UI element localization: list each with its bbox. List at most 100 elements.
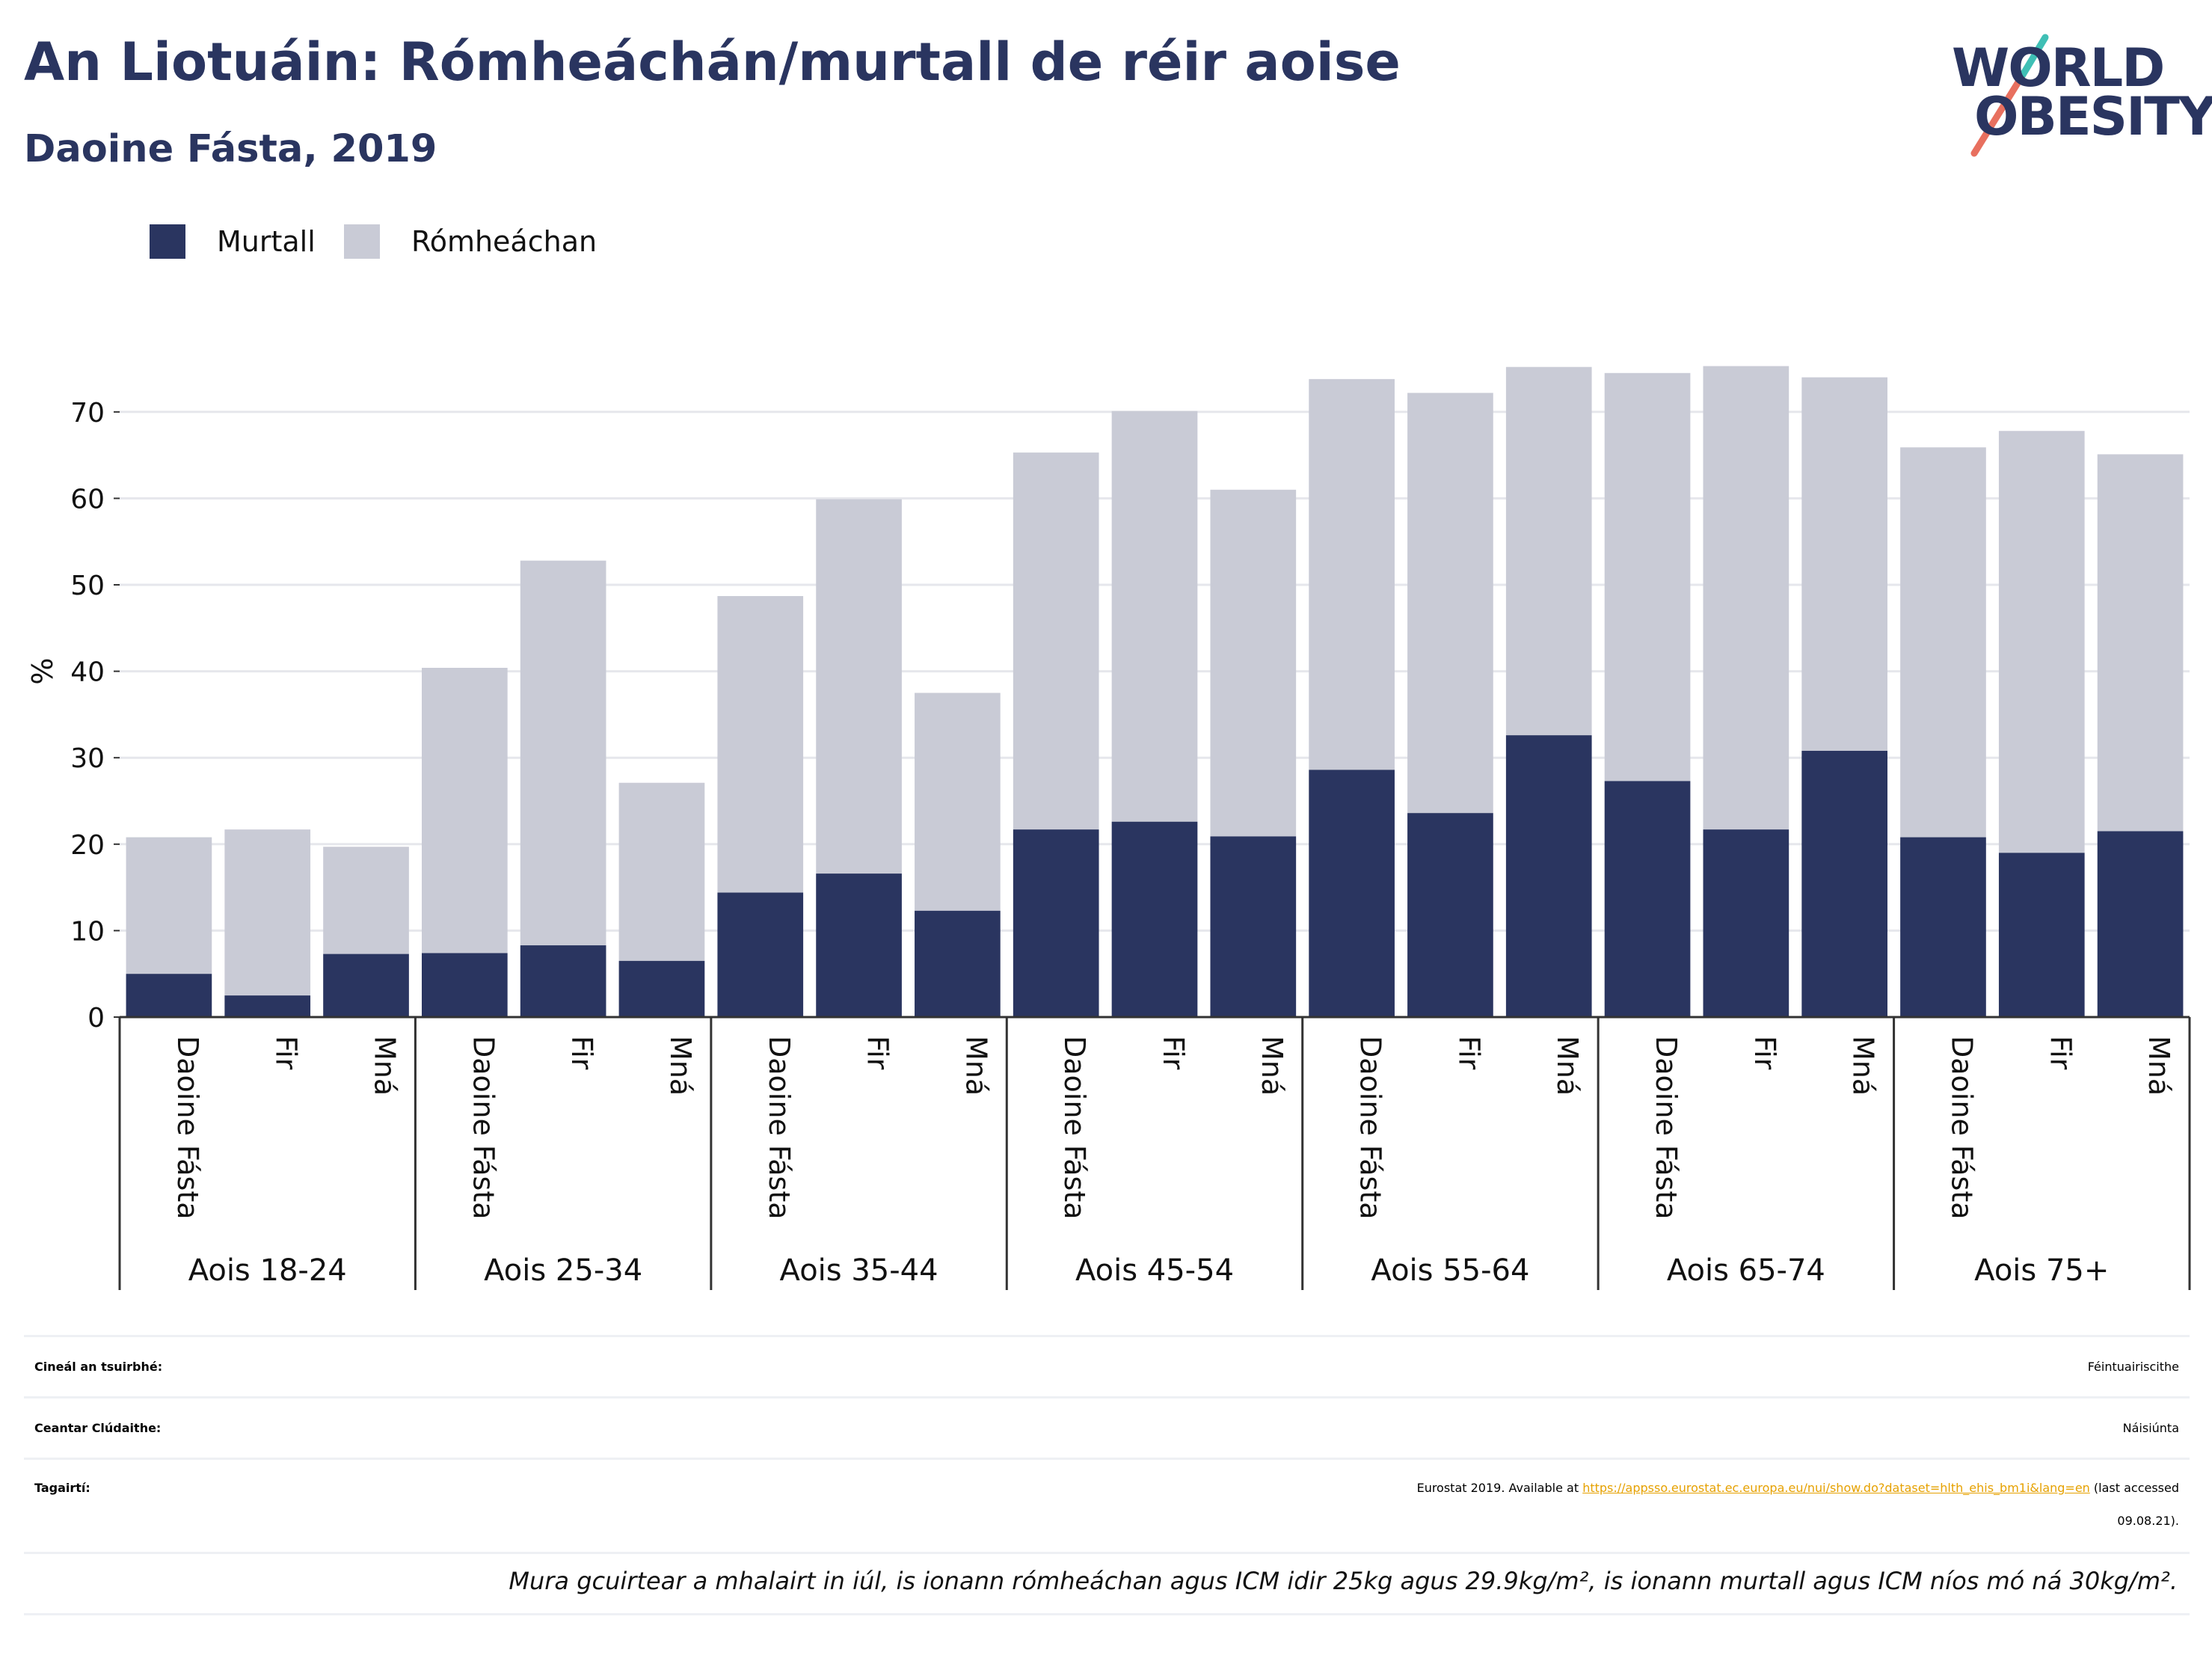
- y-tick-label: 40: [70, 657, 105, 688]
- world-obesity-logo: WORLD OBESITY: [1952, 30, 2212, 157]
- stacked-bar-chart: 0 10 20 30 40 50 60 70% Daoine Fásta Fir Mná Daoine…: [26, 366, 2191, 1290]
- x-tick-label: Mná: [664, 1036, 697, 1096]
- x-tick-label: Daoine Fásta: [1945, 1036, 1978, 1220]
- x-tick-label: Fir: [1157, 1036, 1190, 1070]
- ref-suffix: (last accessed: [2089, 1481, 2179, 1495]
- legend-swatch-obesity: [150, 224, 185, 259]
- bar-obesity: [1407, 813, 1493, 1017]
- group-label: Aois 18-24: [188, 1253, 347, 1288]
- info-row-references: Tagairtí: Eurostat 2019. Available at ht…: [24, 1458, 2190, 1554]
- bar-overweight: [1998, 431, 2085, 853]
- bar-obesity: [816, 873, 902, 1017]
- y-tick-label: 30: [70, 743, 105, 774]
- bar-overweight: [717, 596, 804, 893]
- group-label: Aois 35-44: [780, 1253, 938, 1288]
- x-tick-label: Daoine Fásta: [763, 1036, 796, 1220]
- y-tick-label: 50: [70, 571, 105, 601]
- logo-slash-icon: [1970, 34, 2049, 157]
- chart-title: An Liotuáin: Rómheáchán/murtall de réir …: [24, 31, 1401, 93]
- info-value-area: Náisiúnta: [2122, 1421, 2179, 1435]
- info-row-bottom-border: [24, 1613, 2190, 1616]
- bar-overweight: [1309, 378, 1395, 770]
- bar-overweight: [1111, 411, 1198, 822]
- bar-obesity: [323, 954, 409, 1017]
- bar-overweight: [1801, 377, 1888, 751]
- x-tick-label: Daoine Fásta: [1058, 1036, 1091, 1220]
- bar-obesity: [421, 953, 508, 1017]
- x-tick-label: Fir: [1748, 1036, 1781, 1070]
- group-label: Aois 65-74: [1667, 1253, 1825, 1288]
- bar-overweight: [618, 782, 705, 961]
- bar-overweight: [323, 847, 409, 954]
- bar-overweight: [1900, 447, 1986, 838]
- info-row-note: [24, 1552, 2190, 1615]
- bar-obesity: [717, 892, 804, 1017]
- info-row-survey: Cineál an tsuirbhé: Féintuairiscithe: [24, 1335, 2190, 1398]
- group-label: Aois 55-64: [1371, 1253, 1529, 1288]
- bar-overweight: [2097, 454, 2184, 832]
- bar-obesity: [1210, 836, 1297, 1017]
- legend-label-overweight: Rómheáchan: [411, 225, 597, 258]
- ref-link[interactable]: https://appsso.eurostat.ec.europa.eu/nui…: [1582, 1481, 2090, 1495]
- x-tick-label: Mná: [1847, 1036, 1880, 1096]
- y-tick-label: 0: [87, 1003, 105, 1034]
- info-value-survey: Féintuairiscithe: [2087, 1360, 2179, 1374]
- bar-obesity: [1900, 837, 1986, 1017]
- y-tick-label: 60: [70, 484, 105, 515]
- info-row-area: Ceantar Clúdaithe: Náisiúnta: [24, 1396, 2190, 1460]
- x-tick-label: Daoine Fásta: [171, 1036, 204, 1220]
- x-tick-label: Fir: [1452, 1036, 1485, 1070]
- bar-obesity: [915, 910, 1001, 1017]
- y-tick-label: 10: [70, 916, 105, 947]
- x-tick-label: Mná: [369, 1036, 402, 1096]
- ref-prefix: Eurostat 2019. Available at: [1416, 1481, 1583, 1495]
- bar-obesity: [1505, 735, 1592, 1017]
- logo-word-world: WORLD: [1952, 37, 2165, 99]
- x-tick-label: Daoine Fásta: [1650, 1036, 1683, 1220]
- chart-subtitle: Daoine Fásta, 2019: [24, 127, 437, 171]
- y-tick-label: 70: [70, 398, 105, 429]
- bar-overweight: [520, 560, 606, 946]
- bar-obesity: [224, 995, 311, 1017]
- y-axis-label: %: [26, 658, 59, 685]
- x-tick-label: Fir: [565, 1036, 598, 1070]
- info-value-references: Eurostat 2019. Available at https://apps…: [1417, 1481, 2179, 1495]
- bar-overweight: [816, 499, 902, 874]
- info-key-references: Tagairtí:: [34, 1481, 90, 1495]
- bar-obesity: [1703, 829, 1789, 1017]
- bar-overweight: [224, 829, 311, 996]
- bar-overweight: [421, 667, 508, 954]
- x-tick-label: Mná: [2142, 1036, 2175, 1096]
- bar-overweight: [1407, 393, 1493, 814]
- info-key-area: Ceantar Clúdaithe:: [34, 1421, 162, 1435]
- group-label: Aois 25-34: [484, 1253, 642, 1288]
- logo-word-obesity: OBESITY: [1974, 86, 2212, 147]
- bar-obesity: [618, 960, 705, 1017]
- bar-overweight: [1210, 489, 1297, 837]
- legend-label-obesity: Murtall: [217, 225, 316, 258]
- bar-overweight: [1703, 366, 1789, 830]
- bar-obesity: [1013, 829, 1099, 1017]
- x-tick-label: Mná: [1256, 1036, 1288, 1096]
- group-label: Aois 75+: [1974, 1253, 2109, 1288]
- bar-obesity: [1801, 750, 1888, 1017]
- bar-obesity: [1111, 821, 1198, 1017]
- bar-obesity: [520, 945, 606, 1017]
- bar-overweight: [1505, 366, 1592, 736]
- bar-overweight: [126, 837, 212, 974]
- bar-obesity: [2097, 831, 2184, 1017]
- bar-overweight: [1013, 452, 1099, 830]
- bar-overweight: [1604, 372, 1691, 782]
- x-tick-label: Daoine Fásta: [467, 1036, 500, 1220]
- group-label: Aois 45-54: [1075, 1253, 1234, 1288]
- bar-obesity: [1309, 770, 1395, 1017]
- y-tick-label: 20: [70, 830, 105, 861]
- bar-obesity: [1604, 781, 1691, 1017]
- definition-note: Mura gcuirtear a mhalairt in iúl, is ion…: [509, 1567, 2178, 1595]
- x-tick-label: Fir: [270, 1036, 303, 1070]
- bar-overweight: [915, 693, 1001, 911]
- x-tick-label: Fir: [861, 1036, 894, 1070]
- bar-obesity: [126, 974, 212, 1017]
- info-key-survey: Cineál an tsuirbhé:: [34, 1360, 163, 1374]
- x-tick-label: Mná: [959, 1036, 992, 1096]
